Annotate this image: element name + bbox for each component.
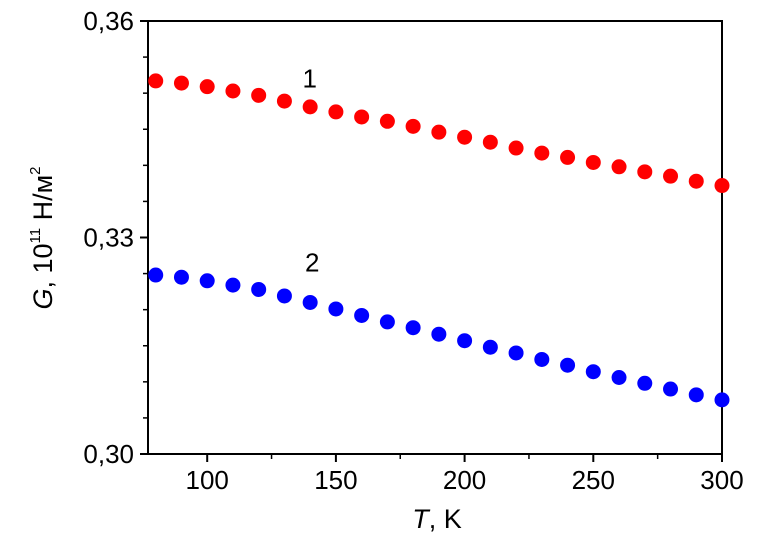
series-2-point [611,370,627,386]
series-2-point [688,387,704,403]
axis-tick-labels: 100 150 200 250 300 0,30 0,33 0,36 [83,6,743,495]
series-1-point [611,159,627,175]
series-2-point [173,269,189,285]
series-1-point [354,109,370,125]
series-2-point [251,281,267,297]
x-axis-title: T, K [412,504,462,534]
series-1-point [302,99,318,115]
series-2 [148,267,730,408]
series-label-2: 2 [305,247,319,277]
series-1-point [663,168,679,184]
series-1 [148,73,730,194]
series-2-point [637,375,653,391]
series-2-point [714,392,730,408]
y-tick-label: 0,30 [83,439,134,469]
series-label-1: 1 [302,63,316,93]
series-1-point [276,93,292,109]
series-1-point [585,154,601,170]
series-1-point [688,173,704,189]
x-tick-label: 300 [700,465,743,495]
series-1-point [328,104,344,120]
series-1-point [225,83,241,99]
series-1-point [431,124,447,140]
series-2-point [508,345,524,361]
series-2-point [276,288,292,304]
series-1-point [148,73,164,89]
series-2-point [225,277,241,293]
series-2-point [302,294,318,310]
y-axis-title: G, 1011 Н/м2 [27,166,58,309]
series-2-point [457,333,473,349]
series-1-point [714,178,730,194]
x-tick-label: 150 [314,465,357,495]
x-tick-label: 100 [186,465,229,495]
axis-ticks [140,20,723,462]
series-1-point [482,134,498,150]
x-tick-label: 250 [572,465,615,495]
series-2-point [199,273,215,289]
y-axis-scale: , 10 [28,243,58,288]
series-2-point [560,357,576,373]
y-axis-unit-exponent: 2 [27,166,44,174]
x-tick-label: 200 [443,465,486,495]
y-axis-variable: G [28,289,58,310]
series-1-point [560,149,576,165]
series-1-point [457,129,473,145]
series-2-point [148,267,164,283]
series-2-point [482,339,498,355]
series-2-point [354,307,370,323]
y-axis-unit: Н/м [28,175,58,228]
series-1-point [508,140,524,156]
series-2-point [534,351,550,367]
series-layer: 12 [148,63,730,408]
series-1-point [534,145,550,161]
series-2-point [405,320,421,336]
series-1-point [199,79,215,95]
series-1-point [637,164,653,180]
y-axis-scale-exponent: 11 [27,228,44,244]
series-1-point [251,87,267,103]
series-1-point [379,113,395,129]
series-2-point [431,326,447,342]
series-2-point [328,301,344,317]
series-2-point [663,381,679,397]
x-axis-unit: , K [429,504,462,534]
series-1-point [405,118,421,134]
series-2-point [379,314,395,330]
x-axis-variable: T [412,504,431,534]
series-1-point [173,75,189,91]
y-tick-label: 0,33 [83,223,134,253]
y-tick-label: 0,36 [83,6,134,36]
series-2-point [585,364,601,380]
